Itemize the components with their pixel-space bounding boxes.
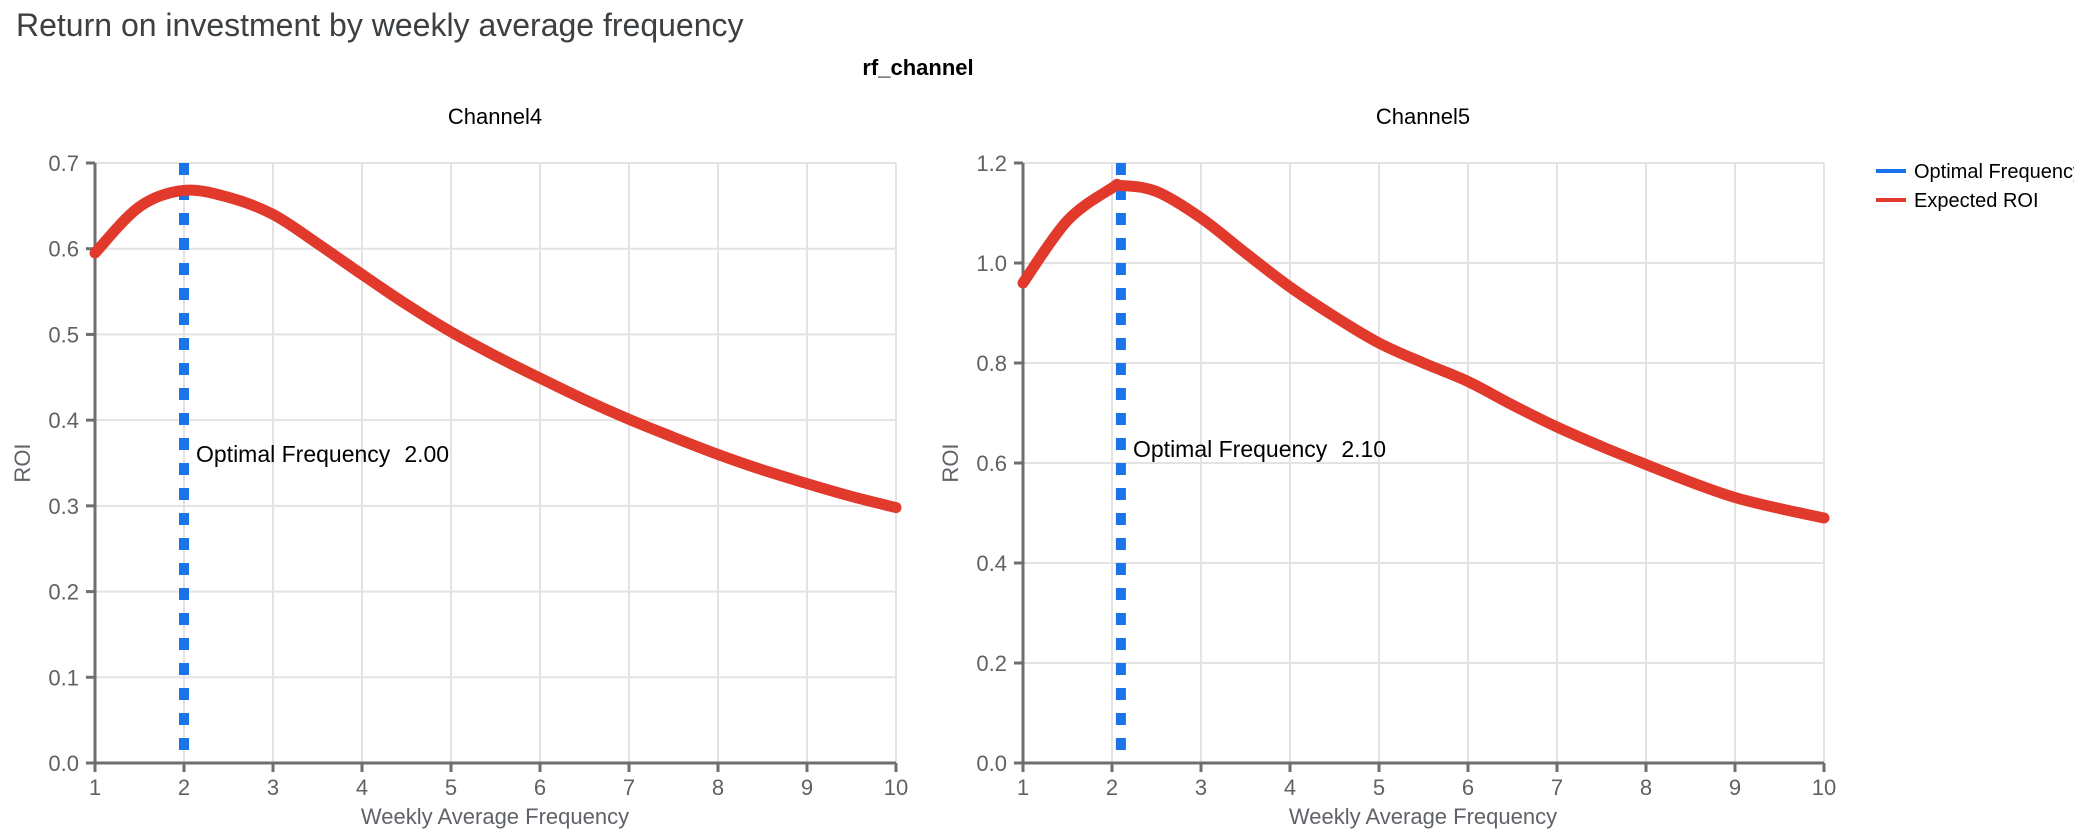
annotation-value: 2.00 xyxy=(404,441,449,467)
y-tick-label: 0.2 xyxy=(976,651,1007,676)
annotation-value: 2.10 xyxy=(1341,436,1386,462)
x-tick-label: 10 xyxy=(884,775,908,800)
y-tick-label: 0.4 xyxy=(976,551,1007,576)
y-axis-title-right: ROI xyxy=(938,443,963,482)
x-tick-label: 6 xyxy=(1462,775,1474,800)
y-tick-label: 0.6 xyxy=(48,237,79,262)
y-tick-label: 1.2 xyxy=(976,151,1007,176)
subplot-title-channel5: Channel5 xyxy=(1376,104,1470,129)
y-tick-label: 0.5 xyxy=(48,322,79,347)
x-tick-label: 3 xyxy=(267,775,279,800)
page-title: Return on investment by weekly average f… xyxy=(16,7,744,43)
x-tick-label: 7 xyxy=(623,775,635,800)
y-tick-label: 0.2 xyxy=(48,580,79,605)
x-tick-label: 5 xyxy=(445,775,457,800)
x-tick-label: 1 xyxy=(1017,775,1029,800)
y-tick-label: 1.0 xyxy=(976,251,1007,276)
x-tick-label: 10 xyxy=(1812,775,1836,800)
chart-channel4: 1 2 3 4 5 6 7 8 9 10 0.0 0.1 0.2 0.3 0.4 0.5 0.6 0.7 xyxy=(48,151,908,800)
legend-item-expected-roi: Expected ROI xyxy=(1876,190,2039,212)
x-tick-label: 2 xyxy=(178,775,190,800)
x-tick-label: 8 xyxy=(712,775,724,800)
y-tick-label: 0.8 xyxy=(976,351,1007,376)
x-tick-label: 3 xyxy=(1195,775,1207,800)
optimal-frequency-annotation-right: Optimal Frequency 2.10 xyxy=(1133,436,1386,462)
annotation-label: Optimal Frequency xyxy=(196,441,391,467)
facet-title: rf_channel xyxy=(862,55,973,80)
expected-roi-curve xyxy=(89,184,902,514)
legend-label-optimal-frequency: Optimal Frequency xyxy=(1914,161,2074,183)
x-axis-title-right: Weekly Average Frequency xyxy=(1289,804,1557,829)
legend: Optimal Frequency Expected ROI xyxy=(1876,161,2074,212)
x-tick-label: 4 xyxy=(1284,775,1296,800)
x-axis-title-left: Weekly Average Frequency xyxy=(361,804,629,829)
x-tick-label: 5 xyxy=(1373,775,1385,800)
x-tick-label: 6 xyxy=(534,775,546,800)
x-tick-label: 1 xyxy=(89,775,101,800)
optimal-frequency-annotation-left: Optimal Frequency 2.00 xyxy=(196,441,449,467)
subplot-title-channel4: Channel4 xyxy=(448,104,542,129)
y-tick-label: 0.1 xyxy=(48,665,79,690)
y-axis-title-left: ROI xyxy=(10,443,35,482)
legend-label-expected-roi: Expected ROI xyxy=(1914,190,2039,212)
y-tick-label: 0.4 xyxy=(48,408,79,433)
y-tick-label: 0.6 xyxy=(976,451,1007,476)
legend-item-optimal-frequency: Optimal Frequency xyxy=(1876,161,2074,183)
x-tick-label: 9 xyxy=(1729,775,1741,800)
x-tick-label: 9 xyxy=(801,775,813,800)
x-tick-label: 7 xyxy=(1551,775,1563,800)
x-tick-label: 4 xyxy=(356,775,368,800)
x-tick-label: 2 xyxy=(1106,775,1118,800)
y-tick-label: 0.0 xyxy=(48,751,79,776)
y-tick-label: 0.0 xyxy=(976,751,1007,776)
chart-channel5: 1 2 3 4 5 6 7 8 9 10 0.0 0.2 0.4 0.6 0.8 1.0 1.2 xyxy=(976,151,1836,800)
expected-roi-curve xyxy=(1017,178,1830,524)
x-tick-label: 8 xyxy=(1640,775,1652,800)
annotation-label: Optimal Frequency xyxy=(1133,436,1328,462)
y-tick-label: 0.7 xyxy=(48,151,79,176)
y-tick-label: 0.3 xyxy=(48,494,79,519)
